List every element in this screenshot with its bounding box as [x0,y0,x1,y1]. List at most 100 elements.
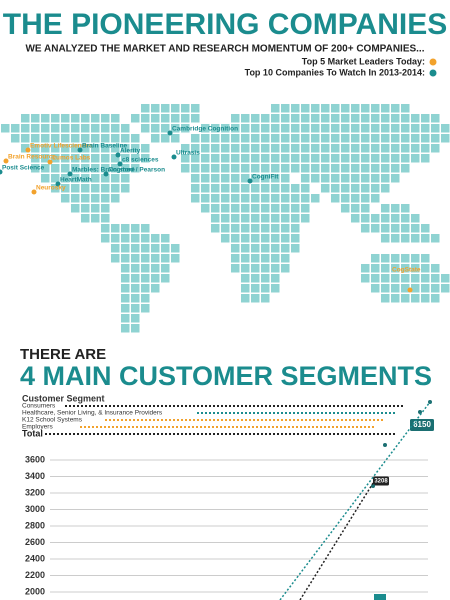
map-cell [91,124,100,133]
map-cell [371,214,380,223]
map-cell [371,154,380,163]
map-cell [81,214,90,223]
map-cell [261,184,270,193]
map-cell [191,174,200,183]
map-cell [391,154,400,163]
map-cell [341,134,350,143]
map-cell [251,224,260,233]
map-cell [301,164,310,173]
map-cell [131,264,140,273]
map-cell [21,114,30,123]
map-cell [201,154,210,163]
map-cell [241,224,250,233]
map-cell [251,274,260,283]
map-cell [181,144,190,153]
map-cell [131,254,140,263]
map-label: Alerity [120,148,141,155]
map-cell [61,154,70,163]
map-cell [141,254,150,263]
map-cell [411,274,420,283]
map-marker [115,152,121,158]
map-cell [281,254,290,263]
map-cell [381,274,390,283]
map-cell [241,194,250,203]
map-cell [171,244,180,253]
map-cell [401,114,410,123]
map-cell [221,144,230,153]
map-cell [361,154,370,163]
map-cell [351,214,360,223]
map-cell [121,154,130,163]
map-cell [101,164,110,173]
map-cell [231,164,240,173]
map-cell [351,204,360,213]
map-cell [321,134,330,143]
map-cell [301,204,310,213]
map-cell [281,104,290,113]
map-cell [131,134,140,143]
map-cell [341,154,350,163]
section-title: 4 MAIN CUSTOMER SEGMENTS [20,361,432,391]
map-cell [111,184,120,193]
map-cell [261,284,270,293]
map-cell [321,154,330,163]
map-cell [161,114,170,123]
map-cell [61,144,70,153]
map-cell [381,264,390,273]
map-cell [421,234,430,243]
map-cell [31,134,40,143]
map-cell [141,144,150,153]
map-cell [231,254,240,263]
map-cell [261,204,270,213]
map-cell [201,204,210,213]
map-cell [141,114,150,123]
map-cell [31,114,40,123]
map-cell [221,214,230,223]
map-cell [301,174,310,183]
map-cell [281,224,290,233]
map-cell [381,174,390,183]
map-cell [231,114,240,123]
callout-label: 6150 [413,420,431,429]
map-cell [371,224,380,233]
map-cell [331,194,340,203]
map-cell [351,154,360,163]
map-cell [181,154,190,163]
map-cell [381,114,390,123]
legend-label: Top 10 Companies To Watch In 2013-2014: [245,67,425,77]
axis-label: 2400 [25,553,45,563]
map-cell [231,134,240,143]
map-cell [121,304,130,313]
map-cell [111,164,120,173]
map-cell [381,144,390,153]
map-cell [61,134,70,143]
map-cell [281,124,290,133]
map-cell [101,234,110,243]
map-cell [361,184,370,193]
map-cell [371,284,380,293]
map-cell [211,154,220,163]
map-cell [111,144,120,153]
map-cell [191,184,200,193]
map-cell [121,224,130,233]
map-cell [311,114,320,123]
map-cell [31,164,40,173]
map-cell [391,124,400,133]
map-cell [151,124,160,133]
legend-title: Customer Segment [22,393,105,403]
map-cell [41,114,50,123]
map-cell [381,224,390,233]
map-cell [301,194,310,203]
map-cell [271,174,280,183]
map-cell [281,134,290,143]
map-cell [281,164,290,173]
map-cell [251,204,260,213]
map-cell [281,114,290,123]
map-cell [281,264,290,273]
map-cell [181,104,190,113]
map-cell [231,194,240,203]
segment-label: Consumers [22,403,56,410]
segment-label: Employers [22,424,53,431]
map-cell [291,184,300,193]
map-cell [31,124,40,133]
